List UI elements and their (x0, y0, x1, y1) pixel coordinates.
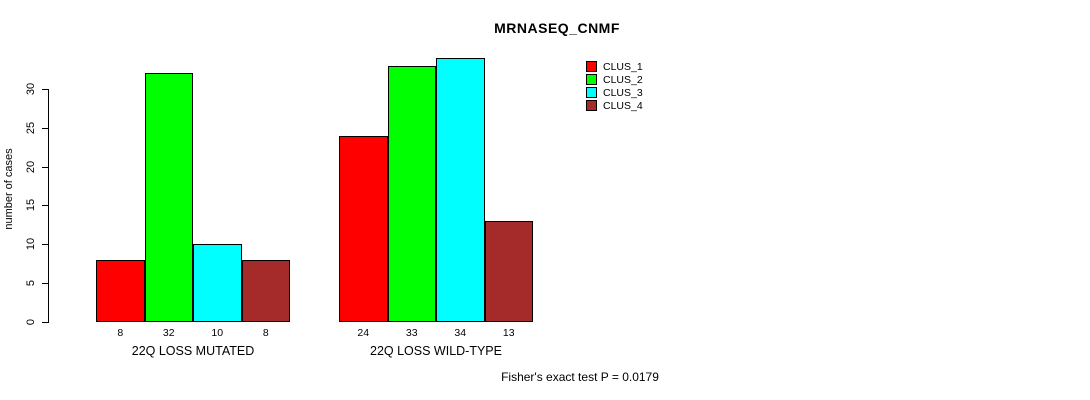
y-tick-25 (42, 127, 48, 129)
bar-clus_1-group2 (339, 135, 388, 322)
bar-clus_2-group1 (144, 73, 193, 322)
legend-swatch-clus_2 (586, 74, 597, 85)
y-tick-10 (42, 244, 48, 246)
y-tick-15 (42, 205, 48, 207)
bar-clus_4-group1 (241, 259, 290, 322)
y-tick-label-25: 25 (25, 121, 37, 134)
bar-clus_2-group2 (387, 65, 436, 322)
annotation-text: Fisher's exact test P = 0.0179 (501, 370, 659, 384)
bar-value-clus_2-group2: 33 (405, 327, 418, 339)
legend-label-clus_3: CLUS_3 (603, 86, 643, 99)
bar-value-clus_1-group1: 8 (117, 327, 124, 339)
legend-item-clus_4: CLUS_4 (586, 99, 643, 112)
group-label-1: 22Q LOSS MUTATED (131, 344, 255, 358)
y-tick-5 (42, 283, 48, 285)
y-tick-label-20: 20 (25, 160, 37, 173)
bar-clus_3-group2 (436, 57, 485, 322)
y-tick-20 (42, 166, 48, 168)
y-tick-30 (42, 88, 48, 90)
y-tick-label-15: 15 (25, 199, 37, 212)
legend: CLUS_1 CLUS_2 CLUS_3 CLUS_4 (586, 60, 643, 112)
bar-value-clus_2-group1: 32 (162, 327, 175, 339)
legend-label-clus_4: CLUS_4 (603, 99, 643, 112)
group-label-2: 22Q LOSS WILD-TYPE (370, 344, 502, 358)
chart-title: MRNASEQ_CNMF (494, 20, 620, 36)
legend-label-clus_1: CLUS_1 (603, 60, 643, 73)
bar-clus_1-group1 (96, 259, 145, 322)
bar-value-clus_4-group2: 13 (502, 327, 515, 339)
bar-clus_4-group2 (484, 220, 533, 322)
y-tick-label-30: 30 (25, 82, 37, 96)
legend-label-clus_2: CLUS_2 (603, 73, 643, 86)
bar-value-clus_4-group1: 8 (262, 327, 269, 339)
bar-clus_3-group1 (193, 244, 242, 322)
y-tick-label-10: 10 (25, 238, 37, 251)
legend-swatch-clus_1 (586, 61, 597, 72)
legend-swatch-clus_4 (586, 100, 597, 111)
y-tick-label-5: 5 (25, 280, 37, 287)
legend-swatch-clus_3 (586, 87, 597, 98)
bar-value-clus_3-group1: 10 (211, 327, 224, 339)
legend-item-clus_3: CLUS_3 (586, 86, 643, 99)
y-tick-0 (42, 322, 48, 323)
legend-item-clus_2: CLUS_2 (586, 73, 643, 86)
legend-item-clus_1: CLUS_1 (586, 60, 643, 73)
bar-value-clus_1-group2: 24 (357, 327, 370, 339)
y-axis-label: number of cases (3, 148, 15, 230)
bar-value-clus_3-group2: 34 (454, 327, 467, 339)
y-tick-label-0: 0 (25, 318, 37, 326)
y-axis (48, 89, 49, 323)
